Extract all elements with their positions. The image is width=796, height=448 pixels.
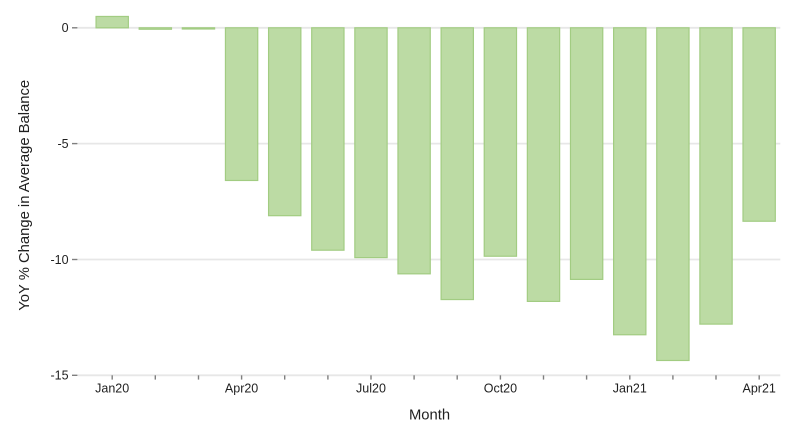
svg-text:-10: -10 — [51, 253, 69, 267]
svg-text:Jan21: Jan21 — [613, 382, 647, 396]
svg-text:Apr20: Apr20 — [225, 382, 258, 396]
svg-text:YoY % Change in Average Balanc: YoY % Change in Average Balance — [17, 80, 33, 311]
svg-text:0: 0 — [62, 21, 69, 35]
svg-text:Jul20: Jul20 — [356, 382, 386, 396]
svg-text:Apr21: Apr21 — [743, 382, 776, 396]
svg-text:Month: Month — [409, 407, 450, 423]
svg-text:-15: -15 — [51, 369, 69, 383]
svg-text:-5: -5 — [57, 137, 68, 151]
svg-text:Jan20: Jan20 — [95, 382, 129, 396]
svg-text:Oct20: Oct20 — [484, 382, 517, 396]
